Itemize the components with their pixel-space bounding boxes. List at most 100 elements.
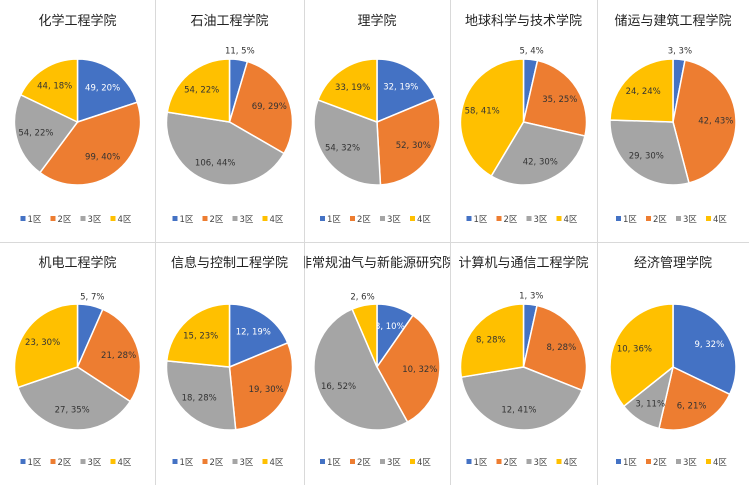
legend-swatch bbox=[110, 459, 116, 464]
pie-slice-3qu bbox=[165, 111, 286, 186]
pie-slice-2qu bbox=[38, 101, 142, 186]
legend-label: 4区 bbox=[713, 215, 727, 225]
data-label: 12, 19% bbox=[236, 327, 271, 337]
data-label: 42, 30% bbox=[523, 157, 558, 167]
legend-swatch bbox=[646, 459, 651, 464]
legend-label: 4区 bbox=[564, 215, 578, 225]
pie-slice-2qu bbox=[522, 304, 588, 392]
pie-chart: 经济管理学院 9, 32% 6, 21% 3, 11% 10, 36% 1区 2区 3区 4区 bbox=[609, 255, 737, 468]
pie-slice-3qu bbox=[313, 308, 409, 431]
legend-label: 2区 bbox=[58, 215, 72, 225]
chart-title: 非常规油气与新能源研究院 bbox=[304, 255, 450, 271]
chart-title: 信息与控制工程学院 bbox=[171, 255, 288, 271]
pie-slice-4qu bbox=[317, 58, 378, 124]
pie-chart-panel: 地球科学与技术学院 5, 4% 35, 25% 42, 30% 58, 41% 1区 2区 3… bbox=[450, 0, 597, 242]
legend-swatch bbox=[616, 216, 621, 221]
legend-swatch bbox=[262, 216, 268, 221]
data-label: 3, 3% bbox=[668, 46, 692, 56]
legend-label: 1区 bbox=[623, 458, 637, 468]
legend-swatch bbox=[80, 459, 86, 464]
legend-label: 4区 bbox=[118, 458, 132, 468]
legend-label: 2区 bbox=[357, 215, 371, 225]
pie-slice-2qu bbox=[522, 59, 588, 137]
legend-label: 2区 bbox=[357, 458, 371, 468]
data-label: 54, 22% bbox=[184, 85, 219, 95]
legend-swatch bbox=[466, 459, 472, 464]
legend-swatch bbox=[706, 216, 711, 221]
pie-slice-3qu bbox=[13, 93, 79, 174]
pie-chart: 储运与建筑工程学院 3, 3% 42, 43% 29, 30% 24, 24% 1区 2区 3… bbox=[609, 13, 737, 225]
legend-swatch bbox=[50, 459, 56, 464]
pie-chart: 理学院 32, 19% 52, 30% 54, 32% 33, 19% 1区 2区 3区 4区 bbox=[313, 13, 441, 225]
legend-swatch bbox=[616, 459, 621, 464]
legend-label: 4区 bbox=[118, 215, 132, 225]
legend-label: 2区 bbox=[653, 458, 667, 468]
pie-chart: 非常规油气与新能源研究院 3, 10% 10, 32% 16, 52% 2, 6% 1区 2… bbox=[299, 255, 455, 468]
data-label: 16, 52% bbox=[321, 382, 356, 392]
pie-chart-panel: 计算机与通信工程学院 1, 3% 8, 28% 12, 41% 8, 28% 1区 2区 3区… bbox=[450, 242, 597, 485]
data-label: 12, 41% bbox=[501, 406, 536, 416]
data-label: 3, 10% bbox=[375, 322, 405, 332]
pie-slice-2qu bbox=[658, 365, 731, 431]
legend-label: 3区 bbox=[683, 458, 697, 468]
chart-title: 化学工程学院 bbox=[38, 13, 116, 29]
chart-title: 理学院 bbox=[357, 13, 396, 29]
legend-label: 2区 bbox=[504, 458, 518, 468]
data-label: 69, 29% bbox=[252, 102, 287, 112]
pie-chart: 石油工程学院 11, 5% 69, 29% 106, 44% 54, 22% 1区 2区 3区… bbox=[165, 13, 294, 225]
legend-swatch bbox=[676, 216, 681, 221]
legend-swatch bbox=[350, 216, 355, 221]
legend-label: 1区 bbox=[180, 458, 194, 468]
legend-swatch bbox=[410, 459, 415, 464]
data-label: 32, 19% bbox=[383, 82, 418, 92]
legend-swatch bbox=[410, 216, 415, 221]
legend-swatch bbox=[80, 216, 86, 221]
legend-label: 3区 bbox=[88, 458, 102, 468]
legend-swatch bbox=[320, 459, 325, 464]
legend-label: 1区 bbox=[28, 215, 42, 225]
pie-chart: 计算机与通信工程学院 1, 3% 8, 28% 12, 41% 8, 28% 1区 2区 3区… bbox=[458, 255, 588, 468]
data-label: 9, 32% bbox=[694, 340, 724, 350]
pie-slice-3qu bbox=[460, 366, 584, 431]
pie-slice-3qu bbox=[165, 359, 237, 431]
pie-slice-2qu bbox=[672, 59, 737, 184]
pie-slice-4qu bbox=[351, 303, 378, 368]
pie-slice-4qu bbox=[459, 58, 525, 178]
pie-chart-panel: 机电工程学院 5, 7% 21, 28% 27, 35% 23, 30% 1区 2区 3区 4区 bbox=[0, 242, 155, 485]
row-divider bbox=[0, 242, 749, 243]
legend-swatch bbox=[556, 216, 562, 221]
data-label: 10, 36% bbox=[617, 344, 652, 354]
pie-slice-4qu bbox=[166, 58, 231, 123]
legend-swatch bbox=[202, 216, 208, 221]
legend-label: 1区 bbox=[180, 215, 194, 225]
data-label: 8, 28% bbox=[546, 343, 576, 353]
pie-slice-3qu bbox=[609, 119, 690, 186]
pie-slice-2qu bbox=[228, 341, 294, 431]
data-label: 99, 40% bbox=[85, 153, 120, 163]
data-label: 44, 18% bbox=[37, 82, 72, 92]
data-label: 35, 25% bbox=[542, 95, 577, 105]
legend-label: 2区 bbox=[653, 215, 667, 225]
legend-swatch bbox=[496, 216, 502, 221]
data-label: 1, 3% bbox=[519, 291, 543, 301]
legend-label: 2区 bbox=[210, 215, 224, 225]
data-label: 11, 5% bbox=[225, 47, 255, 57]
legend-swatch bbox=[556, 459, 562, 464]
legend-label: 4区 bbox=[270, 215, 284, 225]
pie-chart-panel: 理学院 32, 19% 52, 30% 54, 32% 33, 19% 1区 2区 3区 4区 bbox=[304, 0, 450, 242]
data-label: 49, 20% bbox=[85, 83, 120, 93]
legend-swatch bbox=[320, 216, 325, 221]
legend-label: 4区 bbox=[417, 458, 431, 468]
pie-slice-3qu bbox=[16, 366, 132, 431]
pie-chart: 信息与控制工程学院 12, 19% 19, 30% 18, 28% 15, 23% 1区 2… bbox=[165, 255, 294, 468]
legend-label: 3区 bbox=[683, 215, 697, 225]
pie-chart-panel: 经济管理学院 9, 32% 6, 21% 3, 11% 10, 36% 1区 2区 3区 4区 bbox=[597, 242, 749, 485]
pie-chart-panel: 信息与控制工程学院 12, 19% 19, 30% 18, 28% 15, 23% 1区 2… bbox=[155, 242, 304, 485]
legend-label: 1区 bbox=[623, 215, 637, 225]
data-label: 2, 6% bbox=[350, 293, 374, 303]
data-label: 54, 32% bbox=[325, 143, 360, 153]
data-label: 15, 23% bbox=[183, 331, 218, 341]
pie-slice-4qu bbox=[13, 303, 79, 389]
pie-slice-1qu bbox=[376, 58, 437, 124]
